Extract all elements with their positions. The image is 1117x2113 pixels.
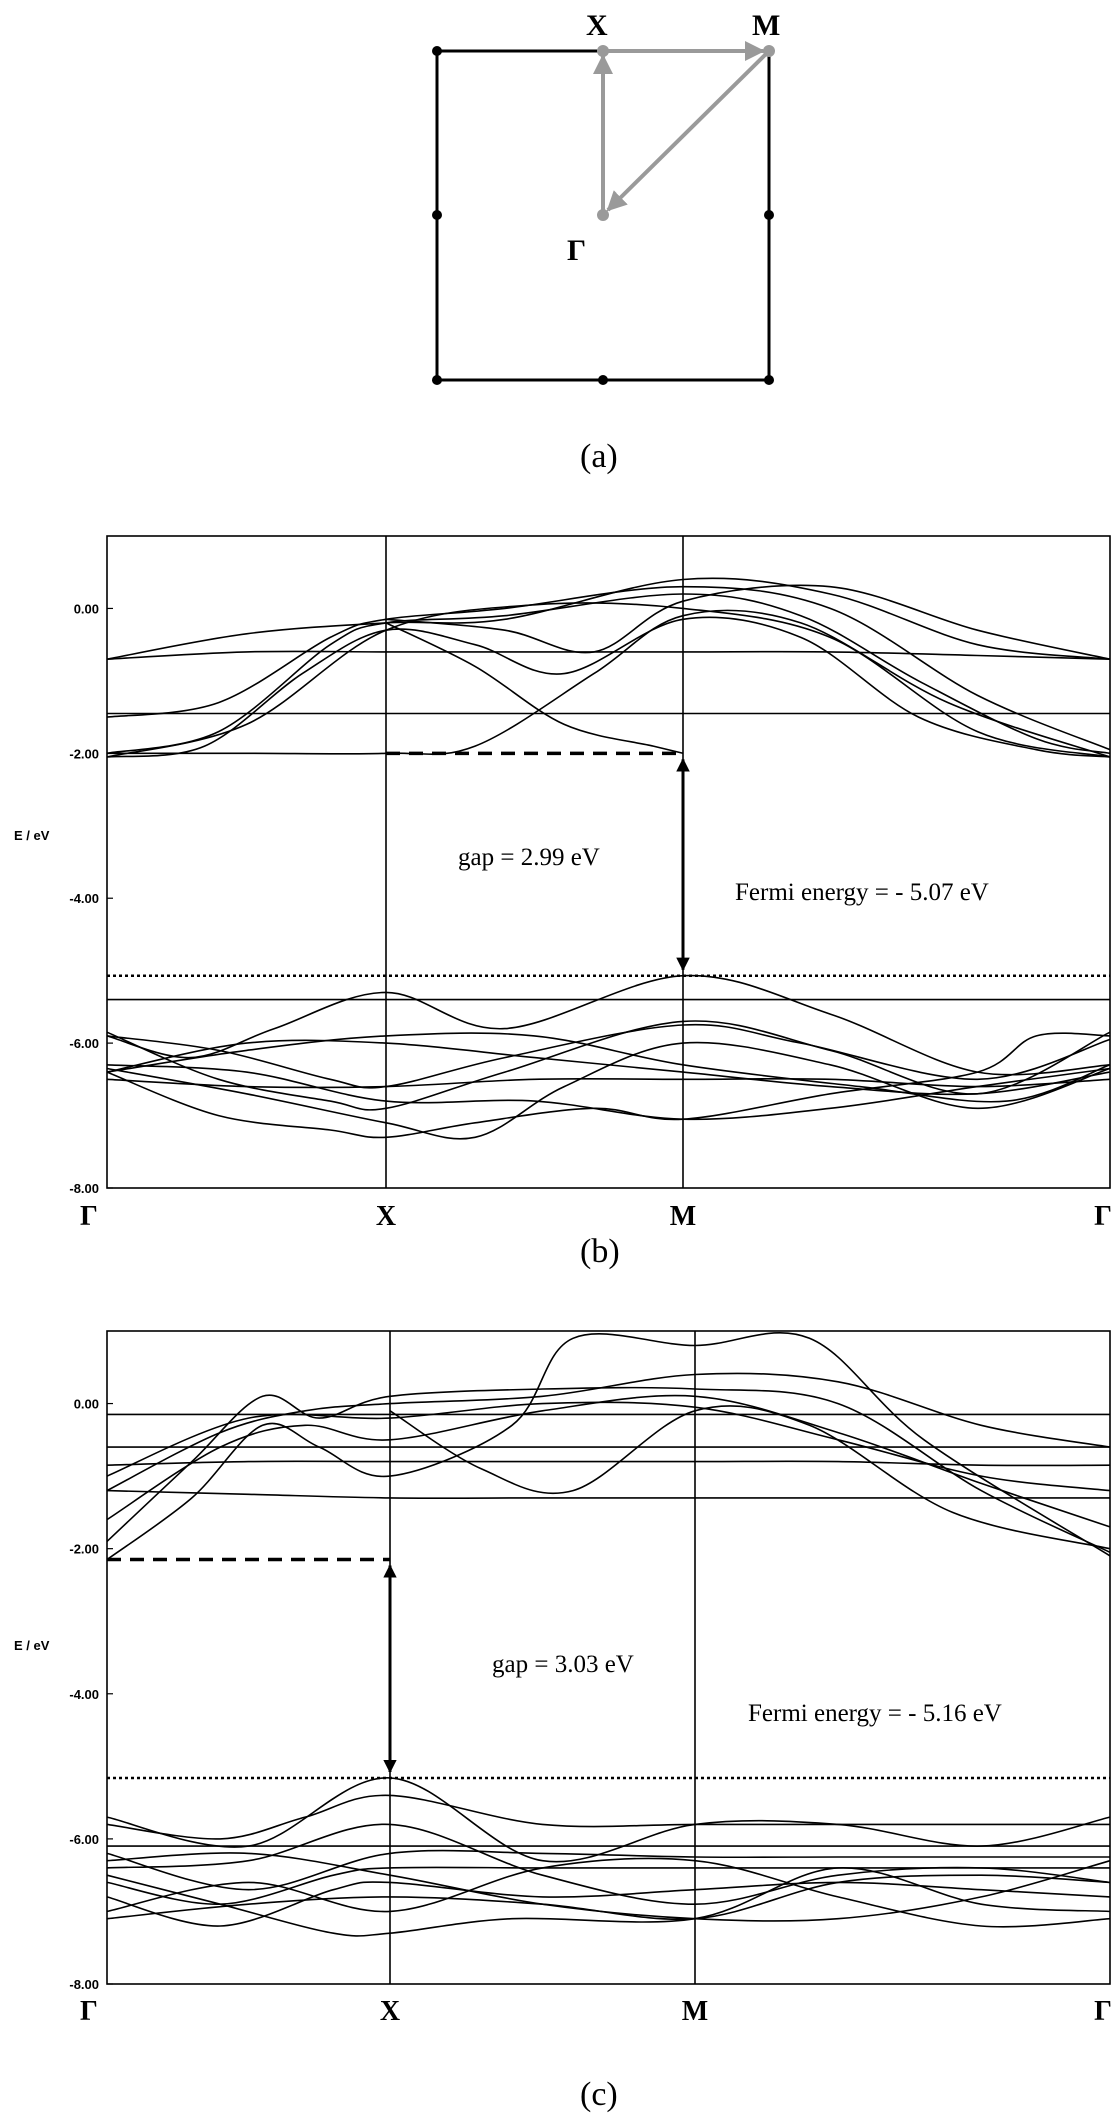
x-label-m: M (682, 1996, 708, 2027)
y-axis-ticks: 0.00 -2.00 -4.00 -6.00 -8.00 (69, 601, 113, 1196)
caption-b: (b) (580, 1233, 620, 1270)
band-vb10 (106, 1032, 1111, 1103)
zone-edge-point (432, 210, 442, 220)
band-cb2 (106, 1386, 1111, 1554)
band-vb10 (106, 1849, 1110, 1891)
band-cb1 (106, 616, 1111, 758)
band-cb8 (106, 1372, 1111, 1492)
zone-edge-point (598, 375, 608, 385)
y-axis-label: E / eV (14, 828, 50, 843)
band-vb1 (106, 1777, 1111, 1863)
band-vb11 (106, 1852, 1111, 1922)
path-m-to-gamma (606, 49, 771, 212)
x-label-x: X (376, 1201, 396, 1232)
band-cb9 (385, 584, 1111, 660)
band-structure-panel-b: 0.00 -2.00 -4.00 -6.00 -8.00 Γ X M Γ E / eV gap… (14, 535, 1112, 1270)
y-tick-label: 0.00 (74, 601, 99, 616)
band-cb3 (106, 1394, 1111, 1528)
caption-a: (a) (580, 438, 618, 475)
y-axis-label: E / eV (14, 1638, 50, 1653)
y-tick-label: -4.00 (69, 1687, 99, 1702)
band-vb9 (106, 1874, 1111, 1921)
band-cb3 (106, 585, 1111, 751)
x-label-x: X (380, 1996, 400, 2027)
fermi-energy-label: Fermi energy = - 5.16 eV (748, 1700, 1002, 1727)
band-cb4 (106, 1489, 1110, 1499)
plot-frame (106, 535, 1111, 1189)
band-vb6 (106, 1039, 1111, 1096)
band-vb2 (106, 1794, 1110, 1840)
gamma-point (597, 209, 609, 221)
band-cb7 (107, 609, 1111, 758)
band-vb5 (106, 1867, 1111, 1937)
band-cb6 (106, 577, 1111, 660)
band-cb1 (106, 1331, 1111, 1561)
x-label-gamma: Γ (80, 1996, 98, 2027)
zone-corner-point (764, 375, 774, 385)
band-cb8 (385, 622, 684, 755)
x-label-gamma: Γ (80, 1201, 98, 1232)
y-axis-ticks: 0.00 -2.00 -4.00 -6.00 -8.00 (69, 1397, 113, 1992)
band-vb4 (106, 1823, 1111, 1906)
band-lines (106, 1331, 1111, 1937)
band-vb9 (106, 1032, 1111, 1139)
band-cb5 (106, 1460, 1111, 1467)
band-cb9 (389, 1405, 1111, 1550)
band-vb6 (106, 1881, 1111, 1927)
band-vb7 (106, 1077, 1111, 1089)
gamma-point-label: Γ (567, 234, 586, 267)
band-vb8 (106, 1866, 1110, 1906)
band-lines (106, 577, 1111, 1140)
m-point-label: M (752, 9, 780, 42)
plot-frame (106, 1330, 1111, 1985)
gap-label: gap = 3.03 eV (492, 1651, 634, 1678)
y-tick-label: -2.00 (69, 746, 99, 761)
zone-edge-point (764, 210, 774, 220)
band-structure-panel-c: 0.00 -2.00 -4.00 -6.00 -8.00 Γ X M Γ E / eV gap… (14, 1330, 1112, 2113)
band-vb5 (106, 1064, 1111, 1121)
y-tick-label: -2.00 (69, 1542, 99, 1557)
band-cb5 (106, 650, 1111, 660)
band-vb4 (106, 1041, 1111, 1140)
y-tick-label: -6.00 (69, 1832, 99, 1847)
zone-corner-point (432, 375, 442, 385)
y-tick-label: -8.00 (69, 1181, 99, 1196)
band-cb10 (106, 602, 1111, 758)
x-point (597, 45, 609, 57)
y-tick-label: -6.00 (69, 1036, 99, 1051)
y-tick-label: 0.00 (74, 1397, 99, 1412)
x-label-gamma: Γ (1094, 1201, 1112, 1232)
band-cb2 (106, 593, 1111, 755)
caption-c: (c) (580, 2076, 618, 2113)
fermi-energy-label: Fermi energy = - 5.07 eV (735, 879, 989, 906)
band-cb10 (106, 1401, 1111, 1492)
gap-label: gap = 2.99 eV (458, 844, 600, 871)
zone-corner-point (432, 46, 442, 56)
y-tick-label: -4.00 (69, 891, 99, 906)
x-label-gamma: Γ (1094, 1996, 1112, 2027)
x-label-m: M (670, 1201, 696, 1232)
m-point (763, 45, 775, 57)
band-vb7 (106, 1857, 1111, 1928)
brillouin-zone-panel: X M Γ (a) (432, 9, 780, 475)
x-point-label: X (586, 9, 608, 42)
band-vb8 (106, 1023, 1111, 1089)
y-tick-label: -8.00 (69, 1977, 99, 1992)
